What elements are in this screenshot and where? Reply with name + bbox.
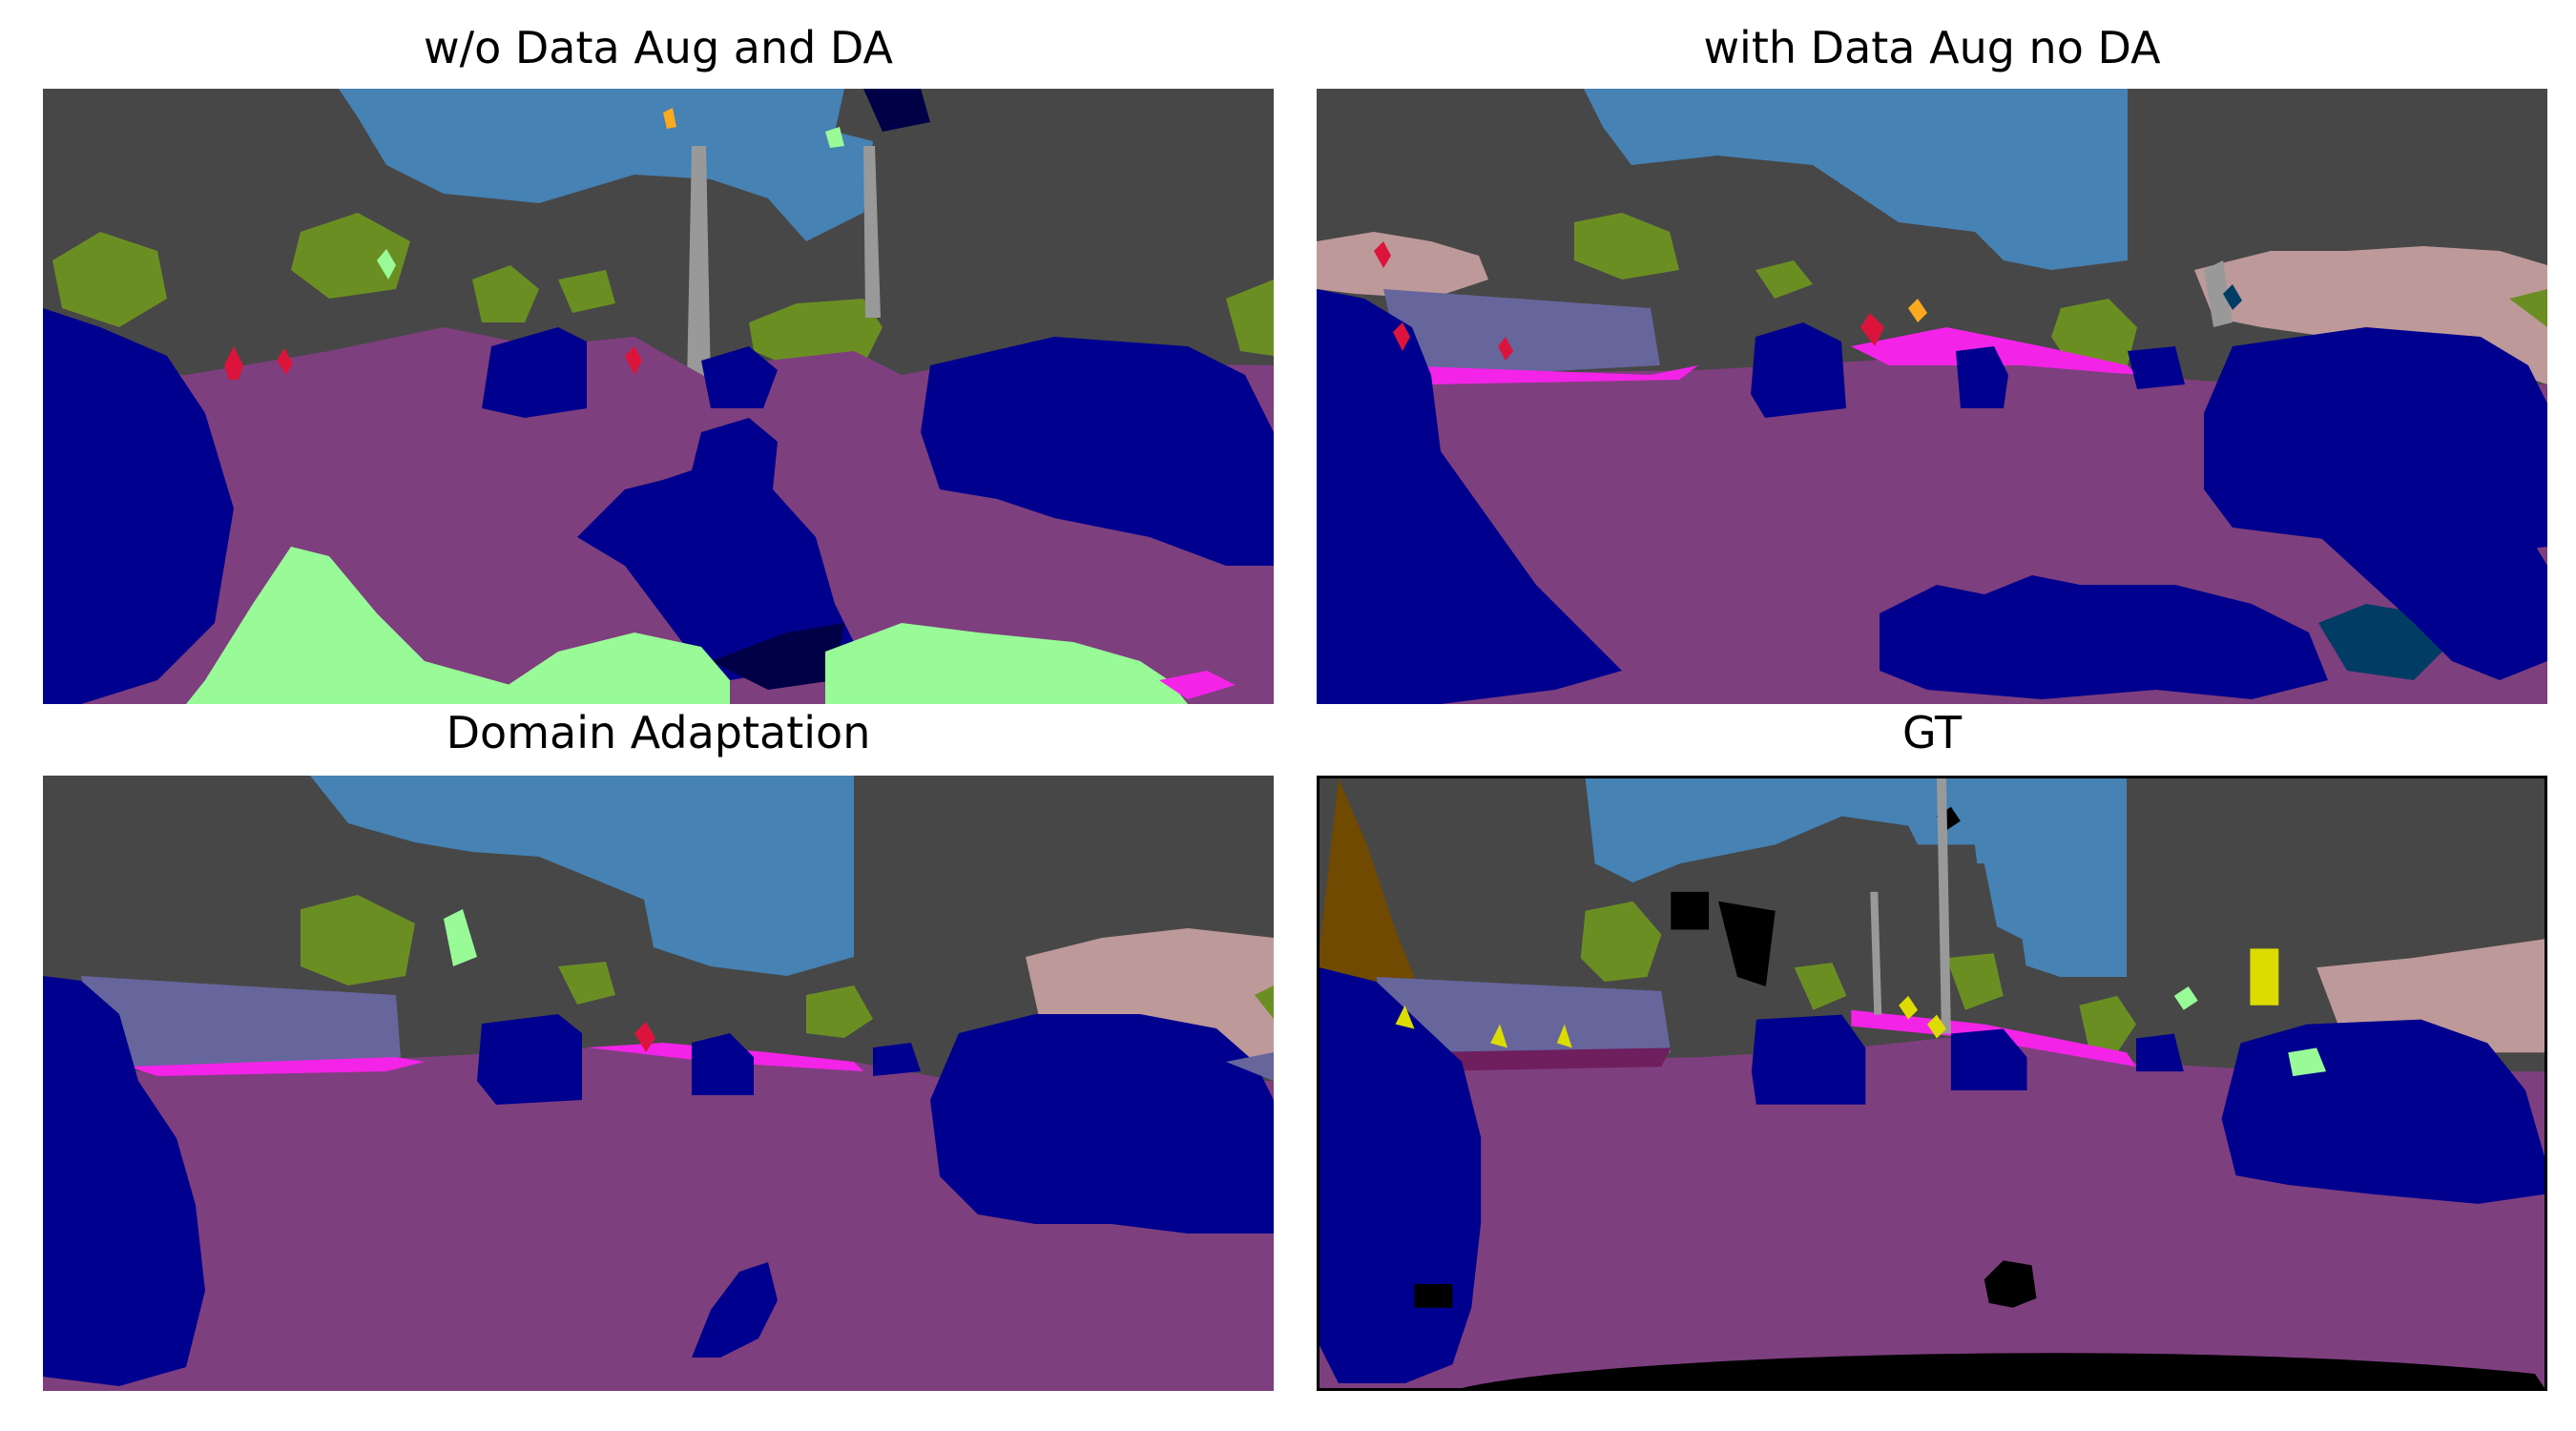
segmentation-map-ground-truth bbox=[1317, 776, 2547, 1391]
segmentation-map-domain-adaptation bbox=[43, 776, 1274, 1391]
panel-title-gt: GT bbox=[1317, 706, 2547, 759]
panel-title-data-aug: with Data Aug no DA bbox=[1317, 21, 2547, 74]
panel-title-no-aug: w/o Data Aug and DA bbox=[43, 21, 1274, 74]
panel-title-domain-adaptation: Domain Adaptation bbox=[43, 706, 1274, 759]
segmentation-map-no-aug bbox=[43, 89, 1274, 704]
segmentation-map-data-aug bbox=[1317, 89, 2547, 704]
